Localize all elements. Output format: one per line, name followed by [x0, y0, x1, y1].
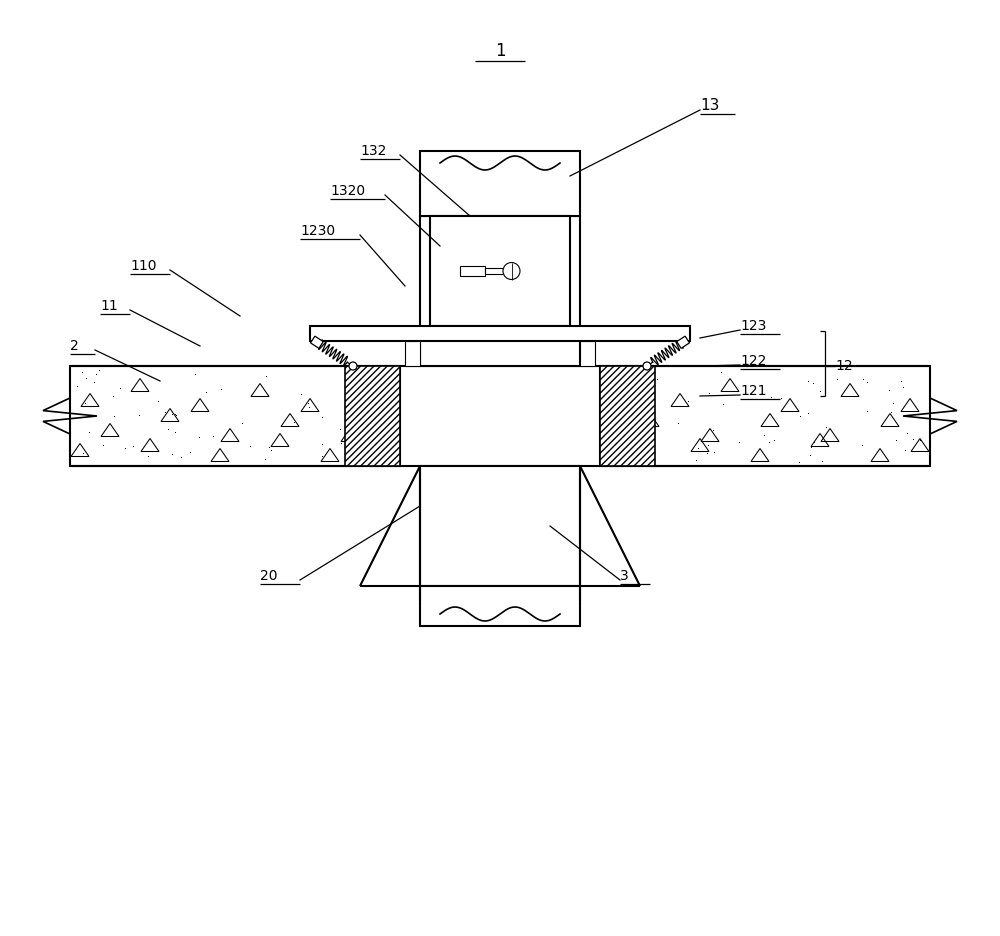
Polygon shape — [311, 336, 323, 348]
Text: 2: 2 — [70, 339, 79, 353]
Circle shape — [643, 362, 651, 370]
Circle shape — [349, 362, 357, 370]
Bar — [420, 216, 580, 366]
Text: 3: 3 — [620, 569, 629, 583]
Bar — [420, 466, 580, 586]
Text: 12: 12 — [835, 359, 853, 373]
Text: 121: 121 — [740, 384, 767, 398]
Bar — [430, 216, 570, 326]
Polygon shape — [677, 336, 689, 348]
Text: 123: 123 — [740, 319, 766, 333]
Bar — [70, 366, 400, 466]
Bar — [405, 341, 420, 366]
Bar — [310, 326, 690, 341]
Bar — [420, 586, 580, 626]
Text: 1230: 1230 — [300, 224, 335, 238]
Circle shape — [503, 262, 520, 280]
Text: 13: 13 — [700, 98, 719, 113]
Text: 1320: 1320 — [330, 184, 365, 198]
Bar — [600, 366, 930, 466]
Bar — [485, 268, 503, 274]
Text: 11: 11 — [100, 299, 118, 313]
Text: 1: 1 — [495, 42, 505, 60]
Bar — [420, 151, 580, 216]
Text: 132: 132 — [360, 144, 386, 158]
Bar — [580, 341, 595, 366]
Text: 110: 110 — [130, 259, 156, 273]
Text: 122: 122 — [740, 354, 766, 368]
Bar — [460, 266, 485, 276]
Text: 20: 20 — [260, 569, 278, 583]
Bar — [600, 366, 655, 466]
Bar — [345, 366, 400, 466]
